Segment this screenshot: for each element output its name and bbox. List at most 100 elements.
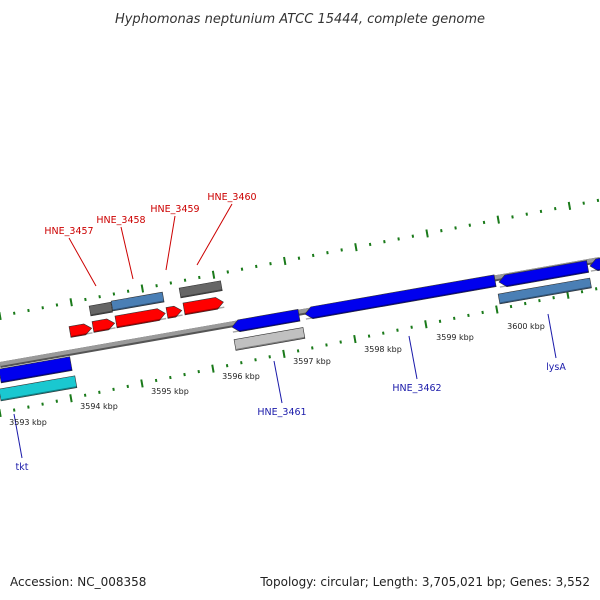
track-tick — [410, 325, 413, 329]
gene-hne-3459-cds — [114, 308, 167, 329]
track-tick — [397, 237, 400, 241]
gene-tkt-bar — [0, 375, 78, 402]
label-hne-3458: HNE_3458 — [96, 215, 146, 280]
track-tick — [269, 262, 272, 266]
leader-line — [273, 360, 283, 404]
track-tick — [226, 270, 230, 274]
gene-features — [0, 257, 600, 402]
track-tick — [596, 198, 600, 203]
tick-label-3594: 3594 kbp — [80, 402, 118, 411]
track-tick — [98, 295, 101, 299]
track-tick — [126, 384, 130, 389]
track-tick — [282, 349, 286, 358]
track-tick — [467, 313, 470, 318]
track-tick — [325, 343, 328, 347]
track-tick — [311, 346, 314, 350]
track-tick — [183, 372, 186, 377]
leader-line — [120, 226, 134, 280]
tick-label-3600: 3600 kbp — [507, 322, 545, 331]
track-tick — [511, 215, 514, 219]
upper-tick-track — [0, 198, 600, 321]
track-tick — [126, 289, 130, 293]
track-tick — [425, 229, 429, 238]
track-tick — [368, 242, 372, 247]
track-tick — [240, 361, 243, 365]
track-tick — [83, 393, 87, 397]
track-tick — [468, 223, 472, 227]
track-tick — [225, 364, 229, 368]
track-tick — [55, 303, 59, 307]
track-tick — [197, 369, 200, 374]
track-tick — [12, 408, 16, 412]
track-tick — [525, 212, 528, 216]
gene-hne-3461-bar — [233, 327, 306, 351]
track-tick — [112, 292, 116, 296]
track-tick — [440, 229, 443, 233]
gene-hne-3461-cds — [231, 309, 301, 333]
track-tick — [268, 355, 271, 359]
track-tick — [383, 240, 386, 244]
gene-hne-3457-cds — [68, 323, 93, 338]
gene-hne-3459b-cds — [165, 305, 183, 319]
track-tick — [339, 340, 342, 344]
track-tick — [27, 308, 30, 313]
track-tick — [41, 306, 44, 310]
track-tick — [424, 320, 428, 329]
track-tick — [340, 248, 343, 252]
track-tick — [509, 304, 513, 309]
label-hne-3458-text: HNE_3458 — [96, 215, 145, 226]
leader-line — [547, 313, 557, 359]
gene-hne-3462-cds — [304, 274, 497, 320]
backbone-line — [0, 257, 600, 366]
track-tick — [198, 275, 201, 280]
tick-label-3598: 3598 kbp — [364, 345, 402, 354]
genome-backbone — [0, 257, 600, 368]
label-hne-3461: HNE_3461 — [257, 360, 307, 418]
label-hne-3462: HNE_3462 — [392, 335, 442, 394]
label-hne-3459: HNE_3459 — [150, 204, 200, 271]
track-tick — [55, 399, 59, 403]
track-tick — [211, 364, 215, 373]
label-tkt-text: tkt — [16, 462, 29, 473]
genome-summary-text: Topology: circular; Length: 3,705,021 bp… — [259, 575, 590, 589]
track-tick — [496, 215, 500, 224]
track-tick — [552, 296, 555, 300]
track-tick — [495, 305, 499, 314]
track-tick — [367, 334, 371, 338]
track-tick — [297, 256, 301, 260]
track-tick — [353, 334, 357, 344]
track-tick — [580, 290, 584, 294]
track-tick — [240, 267, 244, 271]
track-tick — [454, 226, 457, 230]
label-hne-3462-text: HNE_3462 — [392, 383, 441, 394]
track-tick — [396, 328, 399, 332]
track-tick — [523, 301, 527, 306]
track-tick — [438, 319, 442, 323]
leader-line — [165, 215, 176, 271]
map-title: Hyphomonas neptunium ATCC 15444, complet… — [115, 12, 485, 27]
gene-lysa-bar — [497, 277, 592, 305]
track-tick — [283, 256, 287, 266]
leader-line — [13, 413, 23, 459]
track-tick — [453, 316, 456, 321]
label-hne-3459-text: HNE_3459 — [150, 204, 199, 215]
track-tick — [183, 278, 187, 282]
gene-hne-3460-bar — [178, 280, 223, 299]
label-hne-3460: HNE_3460 — [196, 192, 257, 266]
track-tick — [211, 270, 216, 279]
gene-hne-3457-bar — [88, 301, 113, 317]
tick-label-3599: 3599 kbp — [436, 333, 474, 342]
leader-line — [196, 203, 233, 266]
track-tick — [538, 298, 541, 303]
gene-tkt-cds — [0, 356, 73, 384]
track-tick — [411, 234, 415, 238]
track-tick — [41, 402, 44, 406]
gene-lysa-cds — [498, 260, 590, 288]
track-tick — [582, 201, 585, 205]
track-tick — [69, 394, 73, 403]
track-tick — [482, 220, 486, 225]
track-tick — [0, 408, 2, 418]
tick-label-3595: 3595 kbp — [151, 387, 189, 396]
